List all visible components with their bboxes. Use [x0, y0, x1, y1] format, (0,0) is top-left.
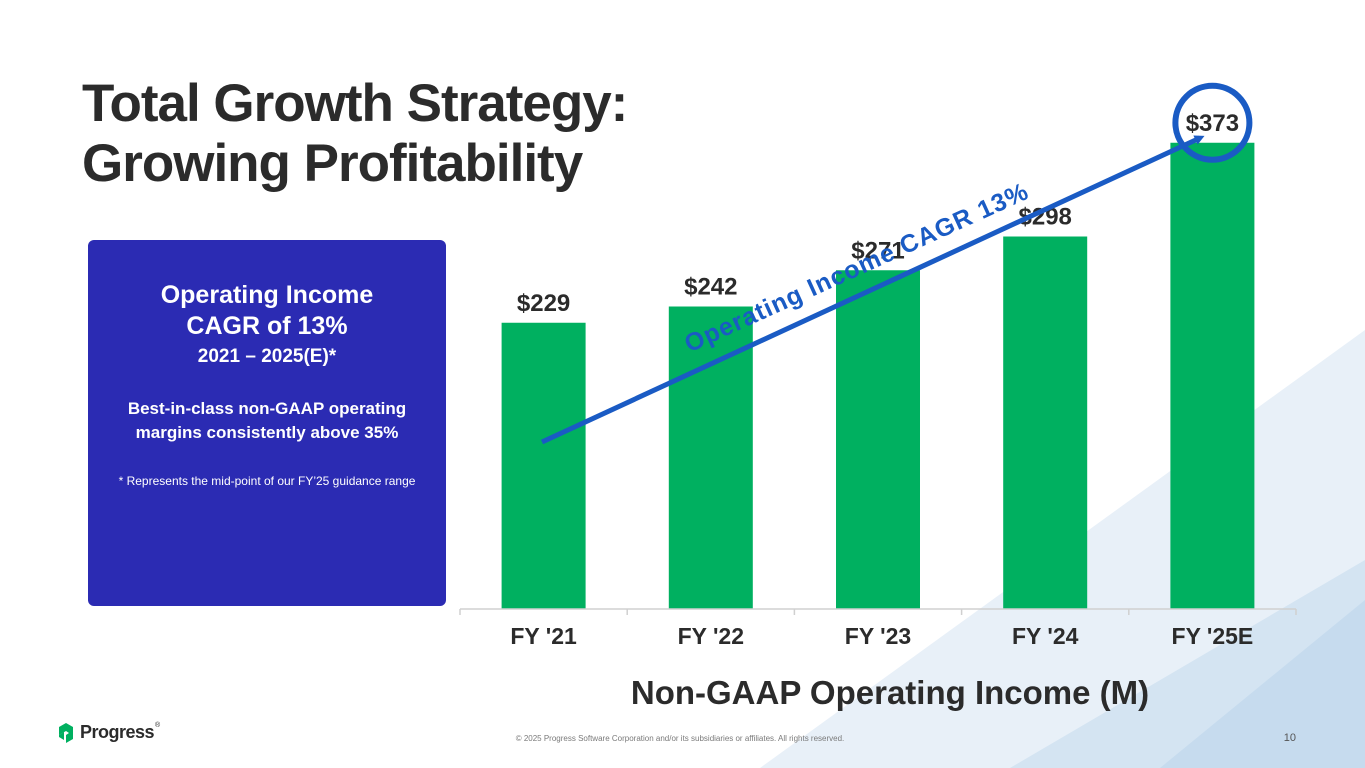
bar: [501, 322, 586, 609]
callout-body: Best-in-class non-GAAP operating margins…: [127, 399, 407, 442]
bar-value-label: $271: [851, 237, 904, 264]
chart-title: Non-GAAP Operating Income (M): [630, 674, 1150, 711]
bar-value-label: $373: [1186, 110, 1239, 137]
copyright-text: © 2025 Progress Software Corporation and…: [515, 734, 845, 743]
x-tick-label: FY '25E: [1172, 623, 1254, 649]
bar: [836, 270, 920, 609]
progress-logo-mark-icon: [59, 722, 73, 743]
bar: [1003, 236, 1088, 609]
bar: [1170, 142, 1255, 609]
highlight-circle: [1172, 82, 1253, 163]
bar-value-label: $229: [517, 290, 570, 317]
progress-logo-mark: ®: [155, 722, 161, 729]
page-title: Total Growth Strategy: Growing Profitabi…: [82, 74, 628, 194]
bar-value-label: $242: [684, 274, 737, 301]
page-title-line-1: Total Growth Strategy:: [82, 74, 628, 133]
page-number: 10: [1283, 732, 1296, 744]
cagr-trend-arrow: [540, 135, 1205, 445]
x-tick-label: FY '21: [510, 623, 577, 649]
callout-footnote: * Represents the mid-point of our FY’25 …: [118, 474, 416, 488]
callout-period: 2021 – 2025(E)*: [197, 346, 337, 367]
x-tick-label: FY '22: [678, 623, 744, 649]
x-tick-label: FY '24: [1012, 623, 1079, 649]
page-title-line-2: Growing Profitability: [82, 134, 583, 193]
progress-logo-text: Progress: [80, 722, 155, 742]
callout-heading: Operating Income CAGR of 13%: [160, 281, 374, 340]
callout-box: Operating Income CAGR of 13% 2021 – 2025…: [88, 240, 446, 606]
progress-logo: Progress ®: [56, 722, 160, 743]
bar: [668, 306, 753, 609]
x-tick-label: FY '23: [845, 623, 911, 649]
